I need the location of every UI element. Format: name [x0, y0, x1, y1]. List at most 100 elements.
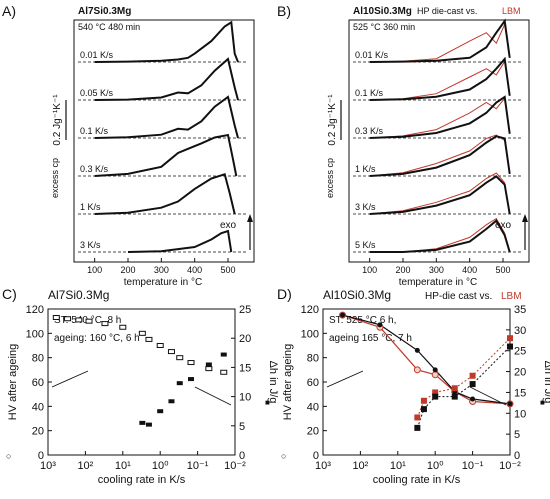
scale-label: 0.2 Jg⁻¹K⁻¹	[327, 94, 338, 146]
x-tick-label: 500	[495, 265, 510, 275]
hv-lbm-point	[413, 366, 421, 374]
rate-label: 1 K/s	[355, 164, 376, 174]
dh-die-cast-point	[451, 393, 458, 400]
hv-point	[85, 318, 93, 324]
lbm-curve	[369, 217, 511, 253]
x-tick-label: 400	[462, 265, 477, 275]
panel-title-highlight: LBM	[501, 291, 522, 302]
dh-point	[188, 377, 195, 382]
dh-lbm-point	[414, 414, 421, 421]
plot-frame	[322, 308, 511, 456]
y-axis-title-right: Δh in J/g	[542, 361, 550, 404]
rate-label: 0.01 K/s	[80, 50, 114, 60]
y-tick-label-right: 35	[514, 304, 526, 316]
x-tick-label: 100	[87, 265, 102, 275]
y-tick-label-left: 120	[301, 304, 319, 316]
lbm-curve	[369, 60, 511, 101]
hv-point	[176, 355, 184, 361]
hv-die-cast-point	[470, 396, 476, 402]
x-tick-label: 100	[362, 265, 377, 275]
series-arrow	[326, 370, 364, 388]
plot-frame	[73, 19, 255, 263]
rate-label: 5 K/s	[355, 240, 376, 250]
y-tick-label-left: 20	[32, 426, 44, 438]
hv-point	[64, 316, 72, 322]
y-axis-title-left: HV after ageing	[7, 344, 19, 420]
dh-point	[168, 399, 175, 404]
dh-lbm-point	[432, 389, 439, 396]
hv-point	[138, 330, 146, 336]
exo-label: exo	[220, 220, 237, 231]
note-text: ageing: 160 °C, 6 h	[54, 333, 140, 344]
y-axis-title: excess cp	[325, 158, 335, 198]
panel-title-suffix: HP-die cast vs.	[425, 291, 492, 302]
dsc-curve	[127, 229, 233, 253]
dh-die-cast-line	[416, 346, 511, 429]
series-arrow	[194, 386, 232, 406]
dh-die-cast-point	[420, 406, 427, 413]
rate-label: 3 K/s	[80, 240, 101, 250]
hv-die-cast-line	[342, 314, 511, 405]
x-tick-label: 10⁰	[427, 460, 444, 472]
series-arrow	[51, 370, 89, 388]
y-tick-label-right: 25	[514, 346, 526, 358]
y-tick-label-left: 120	[26, 304, 44, 316]
y-tick-label-right: 25	[239, 304, 251, 316]
y-tick-label-right: 0	[239, 450, 245, 462]
die-cast-curve	[369, 135, 511, 177]
x-tick-label: 10⁻²	[499, 460, 521, 472]
y-tick-label-right: 10	[514, 408, 526, 420]
x-tick-label: 200	[120, 265, 135, 275]
hv-point	[156, 343, 164, 348]
lbm-curve	[369, 97, 511, 139]
rate-label: 0.3 K/s	[80, 164, 109, 174]
note-text: ageing 165 °C, 7 h	[329, 333, 412, 344]
legend-marker-right: ■	[540, 398, 545, 407]
panel-title: Al10Si0.3Mg	[323, 288, 391, 302]
hv-die-cast-point	[340, 312, 346, 318]
x-tick-label: 10⁻¹	[187, 460, 209, 472]
dh-point	[176, 381, 183, 386]
rate-label: 1 K/s	[80, 202, 101, 212]
panel-label: D)	[277, 286, 292, 302]
hv-point	[52, 315, 60, 321]
y-tick-label-right: 20	[239, 333, 251, 345]
y-tick-label-left: 80	[307, 353, 319, 365]
rate-label: 0.05 K/s	[80, 88, 114, 98]
hv-point	[145, 336, 153, 342]
exo-arrow-head	[522, 214, 528, 222]
dh-point	[205, 362, 212, 367]
x-tick-label: 10⁰	[152, 460, 169, 472]
dh-point	[145, 422, 152, 427]
panel-label: A)	[2, 3, 16, 19]
y-tick-label-left: 40	[32, 401, 44, 413]
legend-marker-left: ○	[281, 451, 286, 461]
x-tick-label: 10²	[77, 460, 93, 472]
lbm-curve	[369, 172, 511, 215]
legend-marker-right: ■	[265, 398, 270, 407]
hv-die-cast-point	[377, 322, 383, 328]
y-tick-label-left: 80	[32, 353, 44, 365]
panel-title-highlight: LBM	[502, 6, 521, 16]
dh-lbm-point	[469, 372, 476, 379]
dsc-curve	[94, 133, 238, 177]
x-axis-title: cooling rate in K/s	[373, 474, 461, 486]
y-tick-label-right: 5	[514, 429, 520, 441]
dh-point	[139, 420, 146, 425]
hv-point	[220, 369, 228, 375]
dsc-curve	[94, 57, 239, 101]
rate-label: 3 K/s	[355, 202, 376, 212]
x-axis-title: temperature in °C	[399, 277, 477, 288]
die-cast-curve	[369, 219, 511, 253]
dh-die-cast-point	[414, 424, 421, 431]
dh-die-cast-point	[507, 343, 513, 350]
y-tick-label-right: 20	[514, 367, 526, 379]
dh-point	[220, 352, 227, 357]
x-tick-label: 300	[429, 265, 444, 275]
x-tick-label: 10³	[315, 460, 331, 472]
exo-arrow-head	[247, 214, 253, 222]
hv-point	[119, 324, 127, 330]
hv-die-cast-point	[432, 367, 438, 373]
panel-title: Al10Si0.3Mg	[353, 6, 412, 17]
